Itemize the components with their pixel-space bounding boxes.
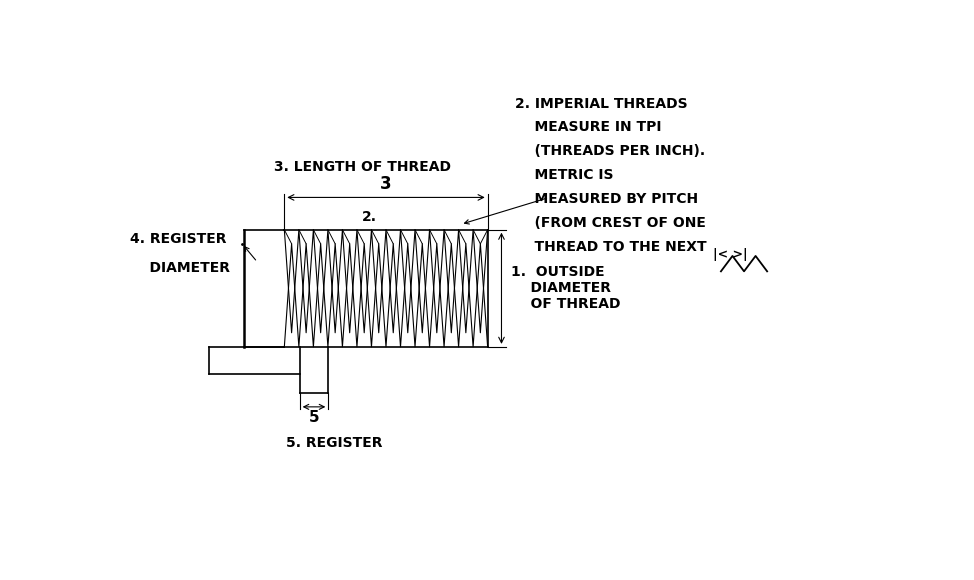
Text: 4. REGISTER: 4. REGISTER bbox=[131, 232, 227, 246]
Text: |< >|: |< >| bbox=[713, 248, 747, 261]
Text: 5: 5 bbox=[309, 410, 319, 425]
Text: DIAMETER: DIAMETER bbox=[131, 262, 230, 275]
Text: MEASURE IN TPI: MEASURE IN TPI bbox=[514, 121, 661, 135]
Text: 3. LENGTH OF THREAD: 3. LENGTH OF THREAD bbox=[275, 160, 451, 175]
Text: (FROM CREST OF ONE: (FROM CREST OF ONE bbox=[514, 216, 705, 230]
Text: MEASURED BY PITCH: MEASURED BY PITCH bbox=[514, 192, 697, 206]
Text: 1.  OUTSIDE
    DIAMETER
    OF THREAD: 1. OUTSIDE DIAMETER OF THREAD bbox=[510, 265, 620, 311]
Text: 2. IMPERIAL THREADS: 2. IMPERIAL THREADS bbox=[514, 96, 688, 111]
Text: 3: 3 bbox=[380, 175, 392, 193]
Text: METRIC IS: METRIC IS bbox=[514, 168, 613, 182]
Text: THREAD TO THE NEXT: THREAD TO THE NEXT bbox=[514, 240, 706, 254]
Text: (THREADS PER INCH).: (THREADS PER INCH). bbox=[514, 144, 705, 158]
Text: 5. REGISTER: 5. REGISTER bbox=[286, 436, 383, 450]
Text: 2.: 2. bbox=[361, 211, 377, 224]
